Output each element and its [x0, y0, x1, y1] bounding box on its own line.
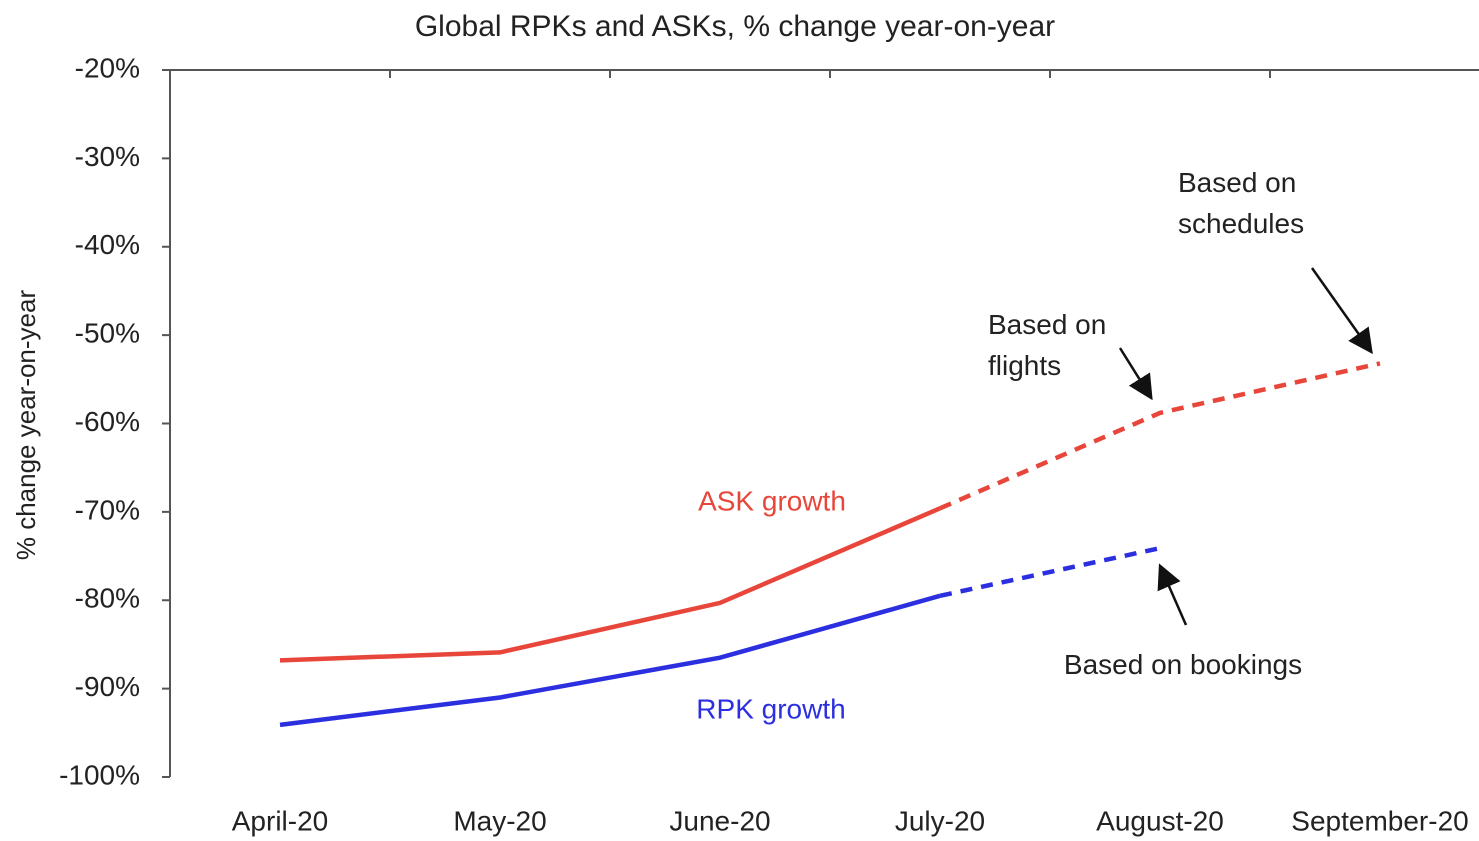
annotation-line: Based on bookings	[1064, 649, 1302, 680]
annotation-line: flights	[988, 350, 1061, 381]
y-tick-label: -70%	[75, 494, 140, 525]
arrows	[1118, 267, 1373, 626]
annotation: Based on bookings	[1064, 649, 1302, 680]
y-tick-label: -90%	[75, 671, 140, 702]
series-line	[279, 506, 941, 663]
series-line	[279, 593, 941, 728]
y-tick-label: -20%	[75, 52, 140, 83]
annotation: Based on flights	[988, 309, 1106, 381]
x-tick-label: September-20	[1291, 805, 1468, 836]
annotation-line: Based on	[1178, 167, 1296, 198]
series-label: RPK growth	[696, 693, 845, 724]
series-line-dashed	[939, 545, 1161, 599]
y-tick-label: -40%	[75, 229, 140, 260]
series-label: ASK growth	[698, 485, 846, 516]
annotation: Based on schedules	[1178, 167, 1304, 239]
y-tick-label: -80%	[75, 583, 140, 614]
top-ticks	[389, 70, 1271, 78]
y-tick-label: -100%	[59, 759, 140, 790]
x-tick-label: May-20	[453, 805, 546, 836]
x-tick-label: June-20	[669, 805, 770, 836]
x-tick-label: July-20	[895, 805, 985, 836]
y-tick-label: -30%	[75, 141, 140, 172]
annotation-line: Based on	[988, 309, 1106, 340]
x-tick-label: April-20	[232, 805, 328, 836]
chart-title: Global RPKs and ASKs, % change year-on-y…	[415, 10, 1055, 43]
series-line-dashed	[939, 361, 1381, 511]
x-tick-label: August-20	[1096, 805, 1224, 836]
annotation-line: schedules	[1178, 208, 1304, 239]
y-tick-label: -60%	[75, 406, 140, 437]
y-tick-label: -50%	[75, 318, 140, 349]
y-axis-label: % change year-on-year	[11, 290, 41, 561]
